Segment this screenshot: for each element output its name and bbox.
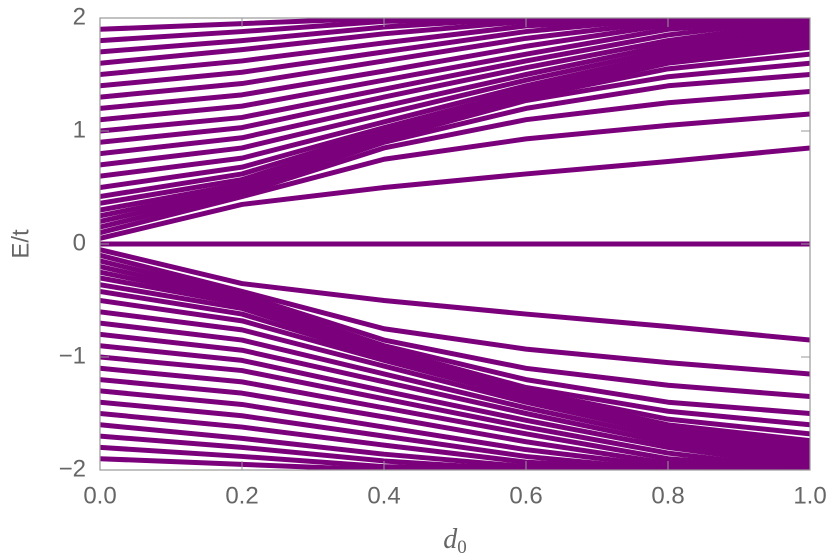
x-tick-label: 0.2: [225, 482, 258, 509]
x-tick-label: 0.6: [509, 482, 542, 509]
x-axis-label-subscript: 0: [457, 537, 467, 558]
plot-lines: [100, 18, 810, 470]
y-tick-label: 1: [73, 116, 86, 143]
energy-level: [100, 22, 810, 157]
energy-level: [100, 72, 810, 224]
energy-level: [100, 111, 810, 236]
energy-level: [100, 145, 810, 241]
energy-level: [100, 456, 810, 470]
energy-level: [100, 88, 810, 230]
energy-level: [100, 388, 810, 470]
energy-level: [100, 354, 810, 470]
energy-level: [100, 44, 810, 206]
energy-level: [100, 399, 810, 470]
energy-level: [100, 18, 810, 100]
energy-level: [100, 377, 810, 470]
energy-level: [100, 433, 810, 470]
energy-level: [100, 331, 810, 466]
energy-level: [100, 264, 810, 416]
energy-level: [100, 18, 810, 55]
x-tick-label: 0.4: [367, 482, 400, 509]
energy-level: [100, 247, 810, 343]
energy-level: [100, 258, 810, 400]
y-tick-label: 2: [73, 3, 86, 30]
y-tick-label: −1: [59, 342, 86, 369]
energy-level: [100, 320, 810, 462]
energy-level: [100, 288, 810, 448]
energy-level: [100, 282, 810, 444]
x-tick-label: 0.0: [83, 482, 116, 509]
energy-level: [100, 40, 810, 200]
energy-level: [100, 18, 810, 89]
energy-level: [100, 18, 810, 32]
x-axis-label-base: d: [443, 524, 458, 555]
energy-level: [100, 18, 810, 134]
energy-level: [100, 411, 810, 470]
energy-level: [100, 18, 810, 145]
energy-level: [100, 269, 810, 428]
energy-level: [100, 18, 810, 77]
energy-level: [100, 31, 810, 179]
energy-level: [100, 18, 810, 66]
energy-level: [100, 365, 810, 470]
energy-level: [100, 343, 810, 470]
energy-level: [100, 18, 810, 123]
energy-level: [100, 35, 810, 190]
energy-level: [100, 26, 810, 168]
x-tick-label: 1.0: [793, 482, 826, 509]
energy-level: [100, 422, 810, 470]
y-axis-label: E/t: [7, 229, 34, 259]
x-axis-label: d0: [443, 524, 467, 558]
energy-level: [100, 60, 810, 219]
energy-level: [100, 252, 810, 377]
energy-level: [100, 309, 810, 457]
y-tick-label: −2: [59, 455, 86, 482]
x-tick-label: 0.8: [651, 482, 684, 509]
energy-level: [100, 298, 810, 453]
y-tick-label: 0: [73, 229, 86, 256]
energy-level: [100, 18, 810, 111]
